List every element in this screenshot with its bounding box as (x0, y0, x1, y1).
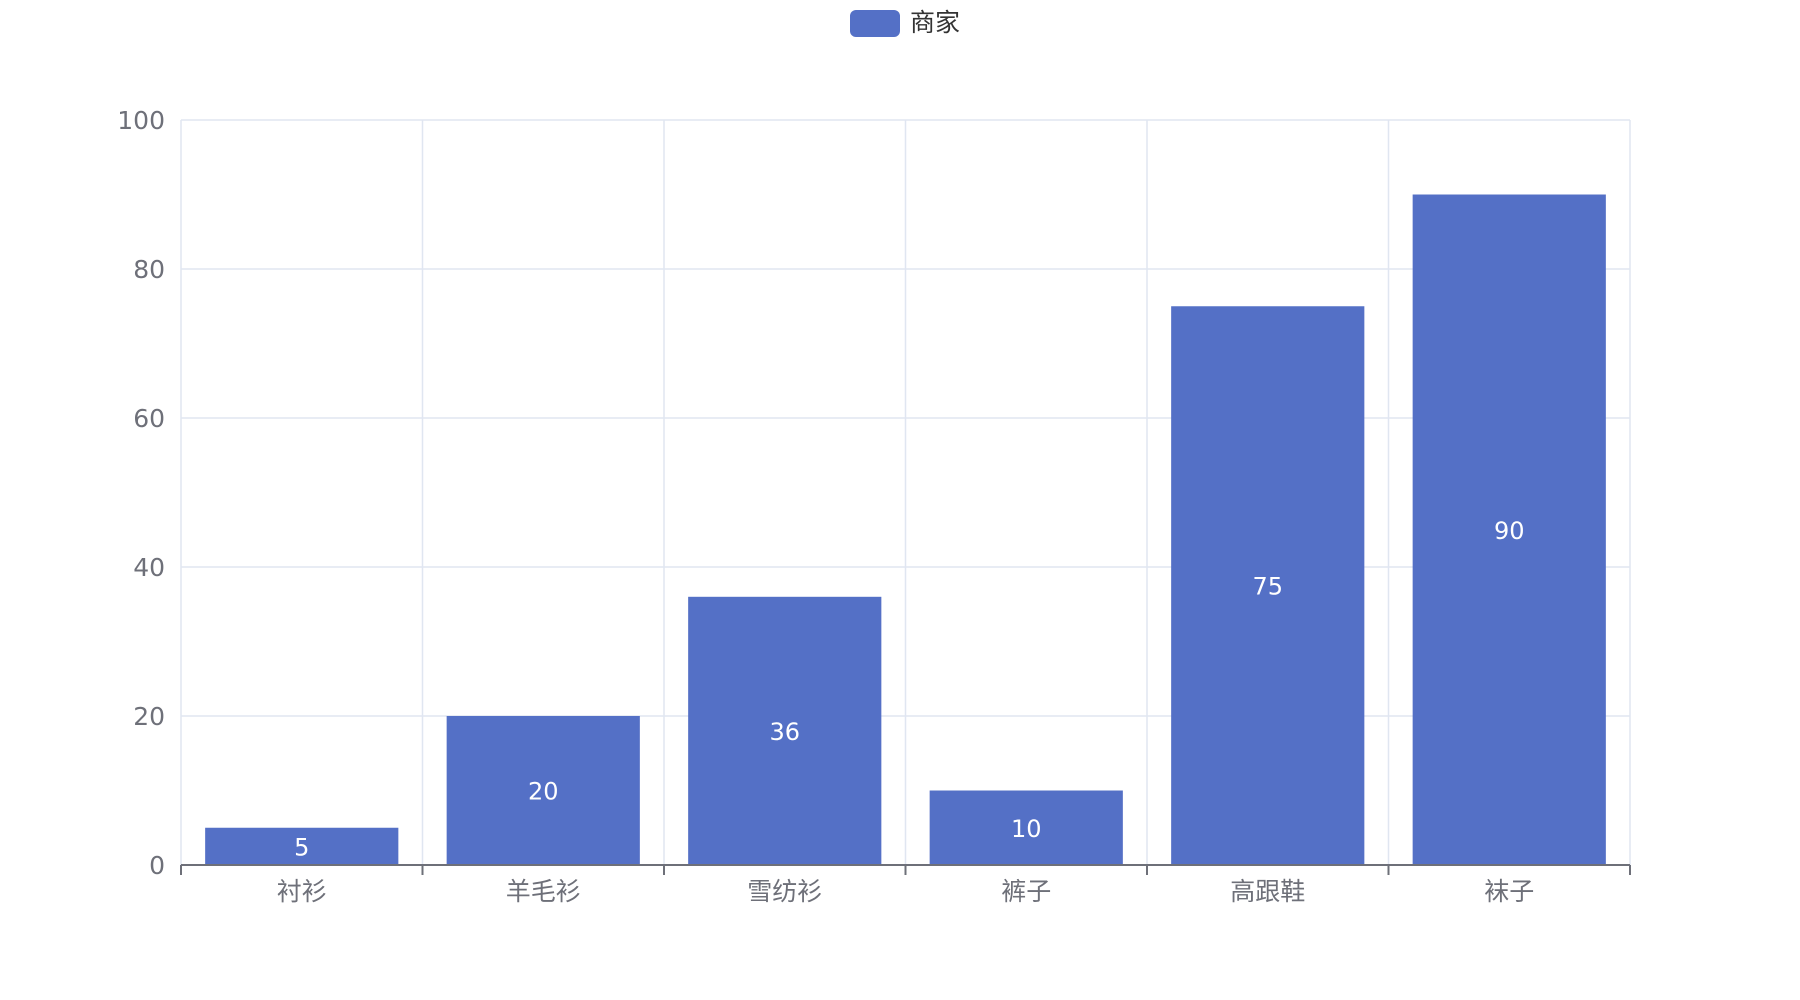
x-tick-label: 羊毛衫 (506, 877, 581, 906)
x-axis: 衬衫 羊毛衫 雪纺衫 裤子 高跟鞋 袜子 (180, 864, 1631, 906)
bar-value-label: 75 (1252, 573, 1283, 601)
y-tick-label: 100 (117, 106, 165, 135)
bar-value-label: 5 (294, 833, 309, 861)
y-axis-tick-labels: 0 20 40 60 80 100 (117, 106, 165, 880)
y-tick-label: 60 (133, 404, 165, 433)
x-tick-label: 裤子 (1001, 877, 1051, 906)
legend[interactable]: 商家 (850, 8, 960, 37)
y-tick-label: 20 (133, 702, 165, 731)
bar[interactable] (205, 827, 399, 865)
y-tick-label: 0 (149, 851, 165, 880)
bar[interactable] (688, 596, 882, 865)
x-tick-label: 雪纺衫 (747, 877, 822, 906)
legend-swatch[interactable] (850, 10, 900, 37)
bar[interactable] (1412, 194, 1606, 866)
y-tick-label: 40 (133, 553, 165, 582)
bar-value-label: 20 (528, 778, 559, 806)
bar-value-label: 90 (1494, 517, 1525, 545)
bar-value-label: 36 (769, 718, 800, 746)
bar[interactable] (1171, 306, 1365, 865)
x-tick-label: 袜子 (1484, 877, 1534, 906)
legend-label[interactable]: 商家 (910, 8, 960, 37)
bars: 5 20 36 10 75 90 (205, 194, 1606, 866)
grid (180, 119, 1631, 865)
bar-value-label: 10 (1011, 815, 1042, 843)
y-tick-label: 80 (133, 255, 165, 284)
x-tick-label: 衬衫 (277, 877, 327, 906)
x-tick-label: 高跟鞋 (1230, 877, 1305, 906)
bar[interactable] (929, 790, 1123, 866)
bar[interactable] (446, 716, 640, 865)
